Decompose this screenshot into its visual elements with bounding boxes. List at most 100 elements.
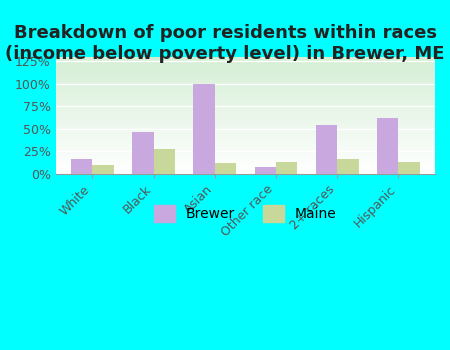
Bar — [56, 149, 435, 150]
Bar — [56, 111, 435, 112]
Bar — [56, 142, 435, 144]
Bar — [56, 158, 435, 159]
Bar — [56, 75, 435, 76]
Bar — [56, 163, 435, 164]
Bar — [56, 78, 435, 79]
Bar — [153, 149, 175, 174]
Bar — [56, 173, 435, 174]
Bar — [56, 114, 435, 116]
Bar — [56, 122, 435, 124]
Bar — [56, 70, 435, 71]
Bar — [56, 147, 435, 148]
Bar — [56, 76, 435, 77]
Bar — [56, 134, 435, 135]
Bar — [56, 140, 435, 141]
Bar — [56, 132, 435, 133]
Bar — [56, 121, 435, 122]
Bar — [56, 94, 435, 96]
Bar — [56, 82, 435, 83]
Bar — [132, 132, 153, 174]
Bar — [56, 124, 435, 125]
Bar — [56, 88, 435, 89]
Bar — [56, 99, 435, 100]
Bar — [56, 61, 435, 62]
Bar — [56, 153, 435, 154]
Bar — [377, 118, 398, 174]
Bar — [56, 136, 435, 138]
Bar — [56, 159, 435, 160]
Bar — [56, 62, 435, 63]
Bar — [56, 150, 435, 152]
Bar — [56, 107, 435, 108]
Bar — [56, 64, 435, 65]
Bar — [56, 63, 435, 64]
Bar — [56, 156, 435, 158]
Bar — [56, 169, 435, 170]
Bar — [56, 148, 435, 149]
Bar — [56, 118, 435, 119]
Bar — [56, 108, 435, 110]
Bar — [56, 113, 435, 114]
Bar — [56, 89, 435, 90]
Bar — [56, 69, 435, 70]
Text: Breakdown of poor residents within races
(income below poverty level) in Brewer,: Breakdown of poor residents within races… — [5, 25, 445, 63]
Bar — [56, 116, 435, 117]
Bar — [56, 106, 435, 107]
Bar — [56, 103, 435, 104]
Bar — [56, 72, 435, 74]
Bar — [56, 170, 435, 172]
Bar — [56, 141, 435, 142]
Bar — [56, 80, 435, 82]
Bar — [56, 172, 435, 173]
Bar — [56, 138, 435, 139]
Bar — [56, 162, 435, 163]
Bar — [56, 65, 435, 66]
Bar — [56, 112, 435, 113]
Bar — [56, 127, 435, 128]
Bar — [56, 102, 435, 103]
Bar — [56, 166, 435, 167]
Bar — [56, 152, 435, 153]
Bar — [56, 71, 435, 72]
Bar — [56, 120, 435, 121]
Bar — [56, 86, 435, 88]
Bar — [316, 125, 337, 174]
Bar — [56, 83, 435, 84]
Bar — [56, 145, 435, 146]
Bar — [56, 100, 435, 102]
Bar — [56, 98, 435, 99]
Bar — [215, 163, 236, 174]
Bar — [56, 74, 435, 75]
Bar — [92, 165, 114, 174]
Bar — [56, 104, 435, 105]
Bar — [56, 161, 435, 162]
Bar — [56, 79, 435, 81]
Bar — [56, 110, 435, 111]
Bar — [56, 68, 435, 69]
Bar — [56, 92, 435, 93]
Bar — [56, 90, 435, 91]
Bar — [276, 162, 297, 174]
Bar — [255, 167, 276, 174]
Bar — [56, 126, 435, 127]
Bar — [56, 155, 435, 156]
Bar — [56, 84, 435, 85]
Bar — [56, 105, 435, 106]
Bar — [56, 135, 435, 136]
Bar — [56, 144, 435, 145]
Bar — [56, 97, 435, 98]
Bar — [56, 128, 435, 130]
Bar — [398, 162, 420, 174]
Bar — [71, 160, 92, 174]
Bar — [56, 96, 435, 97]
Bar — [56, 164, 435, 166]
Bar — [56, 58, 435, 60]
Bar — [56, 60, 435, 61]
Bar — [56, 57, 435, 58]
Bar — [56, 66, 435, 68]
Bar — [56, 77, 435, 78]
Bar — [56, 85, 435, 86]
Bar — [56, 160, 435, 161]
Bar — [56, 168, 435, 169]
Bar — [56, 117, 435, 118]
